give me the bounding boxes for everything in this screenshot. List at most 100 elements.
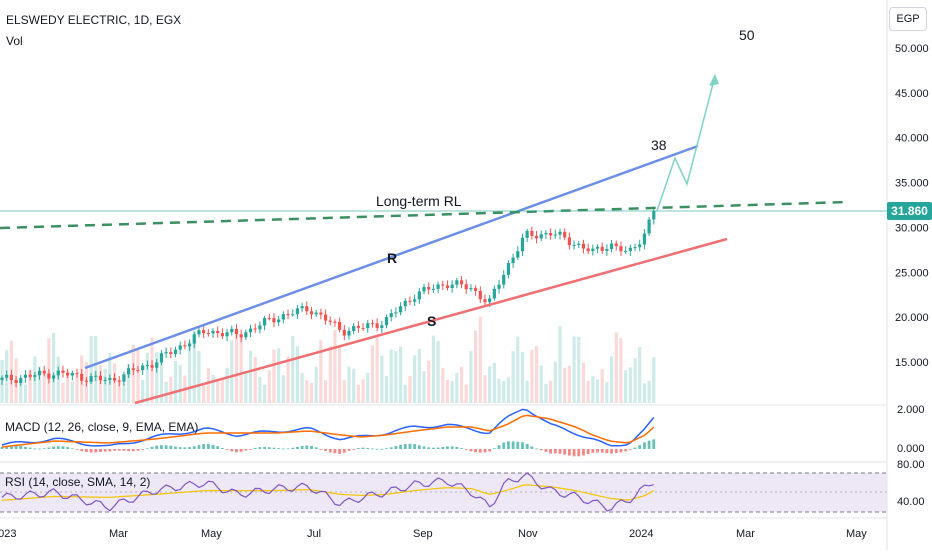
macd-histogram-bar	[56, 446, 60, 449]
candle-body	[478, 290, 482, 300]
resistance-annotation[interactable]: R	[387, 250, 397, 266]
macd-histogram-bar	[600, 449, 604, 453]
time-tick: Jul	[307, 528, 321, 540]
symbol-title[interactable]: ELSWEDY ELECTRIC, 1D, EGX	[6, 13, 182, 27]
price-axis[interactable]: 15.000 20.000 25.000 30.000 35.000 40.000 45.0…	[895, 43, 929, 369]
volume-bar	[202, 383, 206, 403]
time-tick: Nov	[518, 528, 538, 540]
volume-bar	[525, 380, 529, 403]
candle-body	[647, 219, 651, 234]
macd-histogram-bar	[24, 446, 27, 449]
macd-histogram-bar	[216, 446, 220, 449]
macd-histogram-bar	[305, 445, 309, 449]
candle-body	[520, 237, 525, 252]
volume-bar	[248, 350, 253, 403]
target-50-annotation[interactable]: 50	[739, 27, 755, 43]
volume-bar	[323, 380, 328, 403]
volume-bar	[19, 381, 23, 403]
candle-body	[262, 318, 267, 326]
macd-histogram-bar	[202, 444, 206, 449]
volume-bar	[455, 372, 459, 403]
volume-bar	[370, 345, 375, 403]
macd-histogram-bar	[563, 449, 567, 455]
candle-body	[609, 243, 614, 250]
volume-bar	[239, 335, 243, 403]
macd-histogram-bar	[75, 449, 79, 450]
macd-histogram-bar	[174, 446, 177, 449]
volume-bar	[192, 330, 196, 403]
candle-body	[380, 325, 384, 328]
price-tick: 40.000	[895, 133, 929, 145]
candle-body	[366, 323, 370, 329]
projection-path[interactable]	[656, 75, 716, 212]
macd-histogram-bar	[436, 447, 440, 449]
macd-histogram-bar	[596, 449, 599, 453]
volume-bar	[211, 374, 215, 403]
macd-histogram-bar	[291, 447, 295, 449]
macd-tick: 0.000	[897, 443, 925, 455]
macd-histogram-bar	[371, 448, 374, 450]
volume-bar	[511, 351, 515, 403]
volume-bar	[333, 330, 337, 403]
volume-bar	[572, 336, 576, 403]
macd-histogram-bar	[502, 442, 506, 449]
volume-bar	[155, 352, 159, 403]
volume-bar	[516, 336, 520, 403]
long-term-resistance-line[interactable]	[0, 200, 849, 230]
volume-bar	[309, 383, 314, 403]
macd-histogram-bar	[553, 449, 557, 454]
macd-histogram-bar	[225, 449, 229, 450]
resistance-trendline[interactable]	[84, 144, 699, 370]
time-axis[interactable]: 2023 Mar May Jul Sep Nov 2024 Mar May	[0, 528, 867, 540]
volume-bar	[567, 365, 571, 403]
candle-body	[178, 345, 182, 350]
macd-histogram-bar	[113, 449, 116, 451]
volume-bar	[488, 366, 492, 403]
macd-histogram-bar	[145, 448, 149, 450]
candle-body	[89, 376, 93, 382]
macd-histogram-bar	[464, 449, 468, 450]
candle-body	[150, 365, 154, 368]
volume-bar	[305, 380, 309, 403]
volume-bar	[66, 370, 70, 403]
volume-bar	[652, 357, 656, 403]
volume-bar	[445, 380, 450, 403]
macd-histogram-bar	[108, 449, 112, 452]
candle-body	[103, 379, 107, 381]
candle-body	[277, 319, 281, 323]
candle-body	[624, 250, 628, 252]
volume-bar	[497, 378, 501, 403]
long-term-rl-annotation[interactable]: Long-term RL	[376, 193, 462, 209]
volume-bar	[563, 367, 567, 403]
volume-label[interactable]: Vol	[6, 34, 23, 48]
volume-bar	[492, 362, 496, 403]
rsi-band	[0, 473, 887, 512]
macd-histogram	[0, 439, 656, 457]
support-trendline[interactable]	[134, 237, 728, 405]
macd-histogram-bar	[258, 447, 262, 449]
support-annotation[interactable]: S	[427, 313, 436, 329]
macd-histogram-bar	[394, 446, 398, 449]
candle-body	[66, 372, 70, 376]
volume-bar	[286, 356, 290, 403]
currency-button[interactable]: EGP	[889, 7, 927, 31]
volume-bar	[483, 375, 487, 403]
price-tick: 50.000	[895, 43, 929, 55]
candle-body	[436, 284, 440, 289]
volume-bar	[103, 368, 107, 403]
volume-bar	[394, 351, 398, 403]
volume-bar	[272, 349, 276, 403]
macd-histogram-bar	[328, 449, 332, 453]
macd-label[interactable]: MACD (12, 26, close, 9, EMA, EMA)	[5, 420, 198, 434]
candle-body	[211, 330, 215, 334]
volume-bar	[549, 380, 553, 403]
target-38-annotation[interactable]: 38	[651, 137, 667, 153]
macd-histogram-bar	[117, 449, 121, 451]
rsi-label[interactable]: RSI (14, close, SMA, 14, 2)	[5, 475, 150, 489]
candle-body	[94, 375, 98, 377]
candle-body	[300, 306, 304, 309]
macd-histogram-bar	[127, 449, 131, 452]
time-tick: May	[201, 528, 222, 540]
candle-body	[581, 243, 586, 249]
